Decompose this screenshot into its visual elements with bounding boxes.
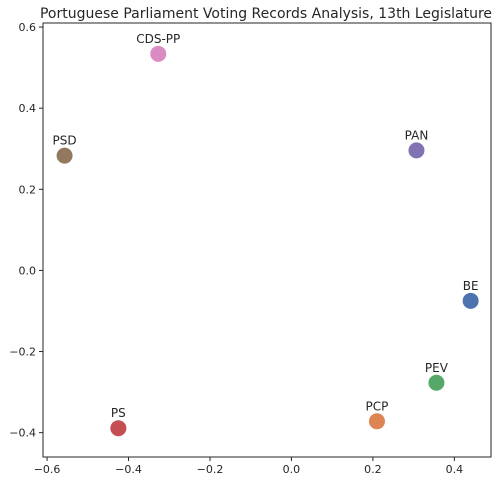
data-point-psd (56, 147, 73, 164)
point-label-pan: PAN (405, 128, 429, 142)
y-tick-label: 0.6 (19, 21, 37, 34)
data-point-pcp (368, 413, 385, 430)
x-tick-label: 0.2 (364, 463, 382, 476)
y-axis: −0.4 −0.2 0.0 0.2 0.4 0.6 (9, 21, 43, 440)
point-label-pev: PEV (425, 361, 449, 375)
y-tick-label: 0.0 (19, 264, 37, 277)
chart-title: Portuguese Parliament Voting Records Ana… (40, 6, 492, 22)
data-point-ps (110, 420, 127, 437)
point-label-be: BE (463, 279, 479, 293)
x-tick-label: 0.4 (446, 463, 464, 476)
y-tick-label: −0.2 (9, 346, 36, 359)
x-tick-label: −0.2 (197, 463, 224, 476)
data-point-pev (428, 374, 445, 391)
point-label-cds-pp: CDS-PP (136, 32, 180, 46)
data-point-cds-pp (150, 45, 167, 62)
plot-frame (42, 22, 492, 458)
data-points: BE PCP PEV PS PAN PSD CDS-PP (53, 32, 479, 437)
data-point-be (462, 292, 479, 309)
data-point-pan (408, 142, 425, 159)
y-tick-label: 0.4 (19, 102, 37, 115)
x-axis: −0.6 −0.4 −0.2 0.0 0.2 0.4 (34, 457, 463, 476)
point-label-pcp: PCP (366, 399, 389, 413)
point-label-ps: PS (111, 406, 126, 420)
x-tick-label: −0.6 (34, 463, 61, 476)
y-tick-label: −0.4 (9, 427, 36, 440)
x-tick-label: 0.0 (283, 463, 301, 476)
x-tick-label: −0.4 (115, 463, 142, 476)
y-tick-label: 0.2 (19, 183, 37, 196)
point-label-psd: PSD (53, 134, 77, 148)
